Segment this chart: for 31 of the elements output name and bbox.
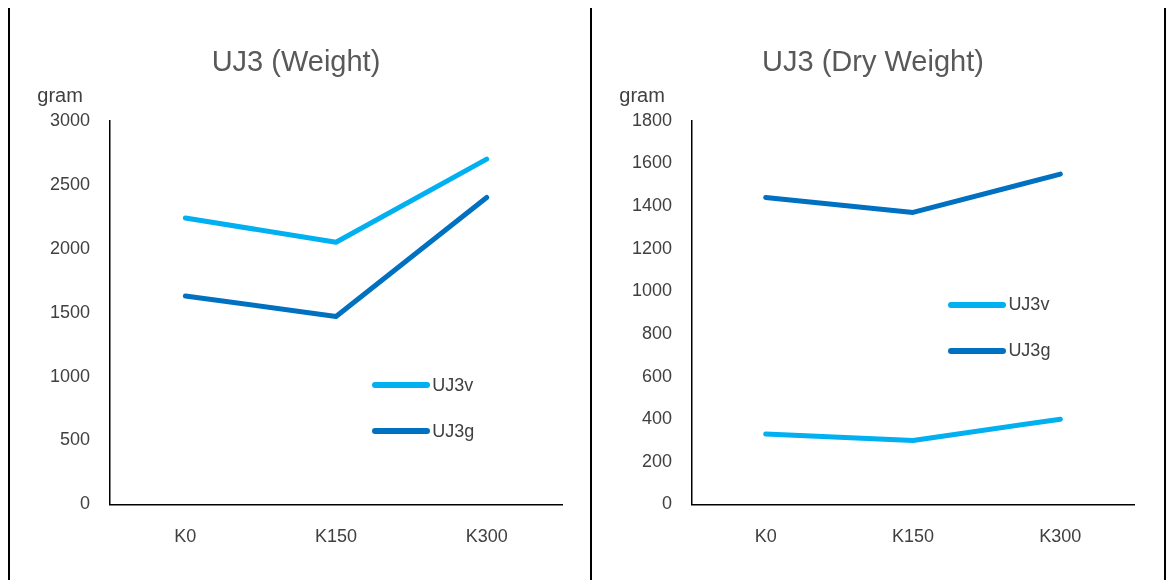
legend-label: UJ3g [1008, 340, 1051, 362]
chart-title: UJ3 (Weight) [211, 45, 381, 78]
y-tick-label: 2000 [50, 237, 91, 258]
x-tick-label: K300 [465, 526, 508, 547]
y-tick-label: 1500 [50, 301, 91, 322]
x-tick-label: K0 [754, 526, 777, 547]
y-tick-label: 0 [80, 493, 91, 514]
x-tick-label: K0 [174, 526, 197, 547]
y-tick-label: 2500 [50, 173, 91, 194]
y-tick-label: 1200 [632, 237, 673, 258]
y-tick-label: 1000 [50, 365, 91, 386]
y-tick-label: 400 [642, 408, 673, 429]
y-axis-title: gram [37, 84, 83, 107]
y-tick-label: 1400 [632, 195, 673, 216]
y-tick-label: 1800 [632, 109, 673, 130]
legend-label: UJ3v [1008, 294, 1050, 316]
y-tick-label: 500 [60, 429, 91, 450]
y-tick-label: 600 [642, 365, 673, 386]
y-tick-label: 800 [642, 322, 673, 343]
legend-label: UJ3v [432, 374, 474, 396]
x-tick-label: K300 [1039, 526, 1082, 547]
y-tick-label: 1600 [632, 152, 673, 173]
x-tick-label: K150 [892, 526, 935, 547]
y-tick-label: 1000 [632, 280, 673, 301]
y-tick-label: 200 [642, 450, 673, 471]
y-tick-label: 0 [662, 493, 673, 514]
legend-label: UJ3g [432, 420, 475, 442]
y-axis-title: gram [619, 84, 665, 107]
chart-title: UJ3 (Dry Weight) [762, 45, 984, 78]
y-tick-label: 3000 [50, 109, 91, 130]
x-tick-label: K150 [315, 526, 358, 547]
